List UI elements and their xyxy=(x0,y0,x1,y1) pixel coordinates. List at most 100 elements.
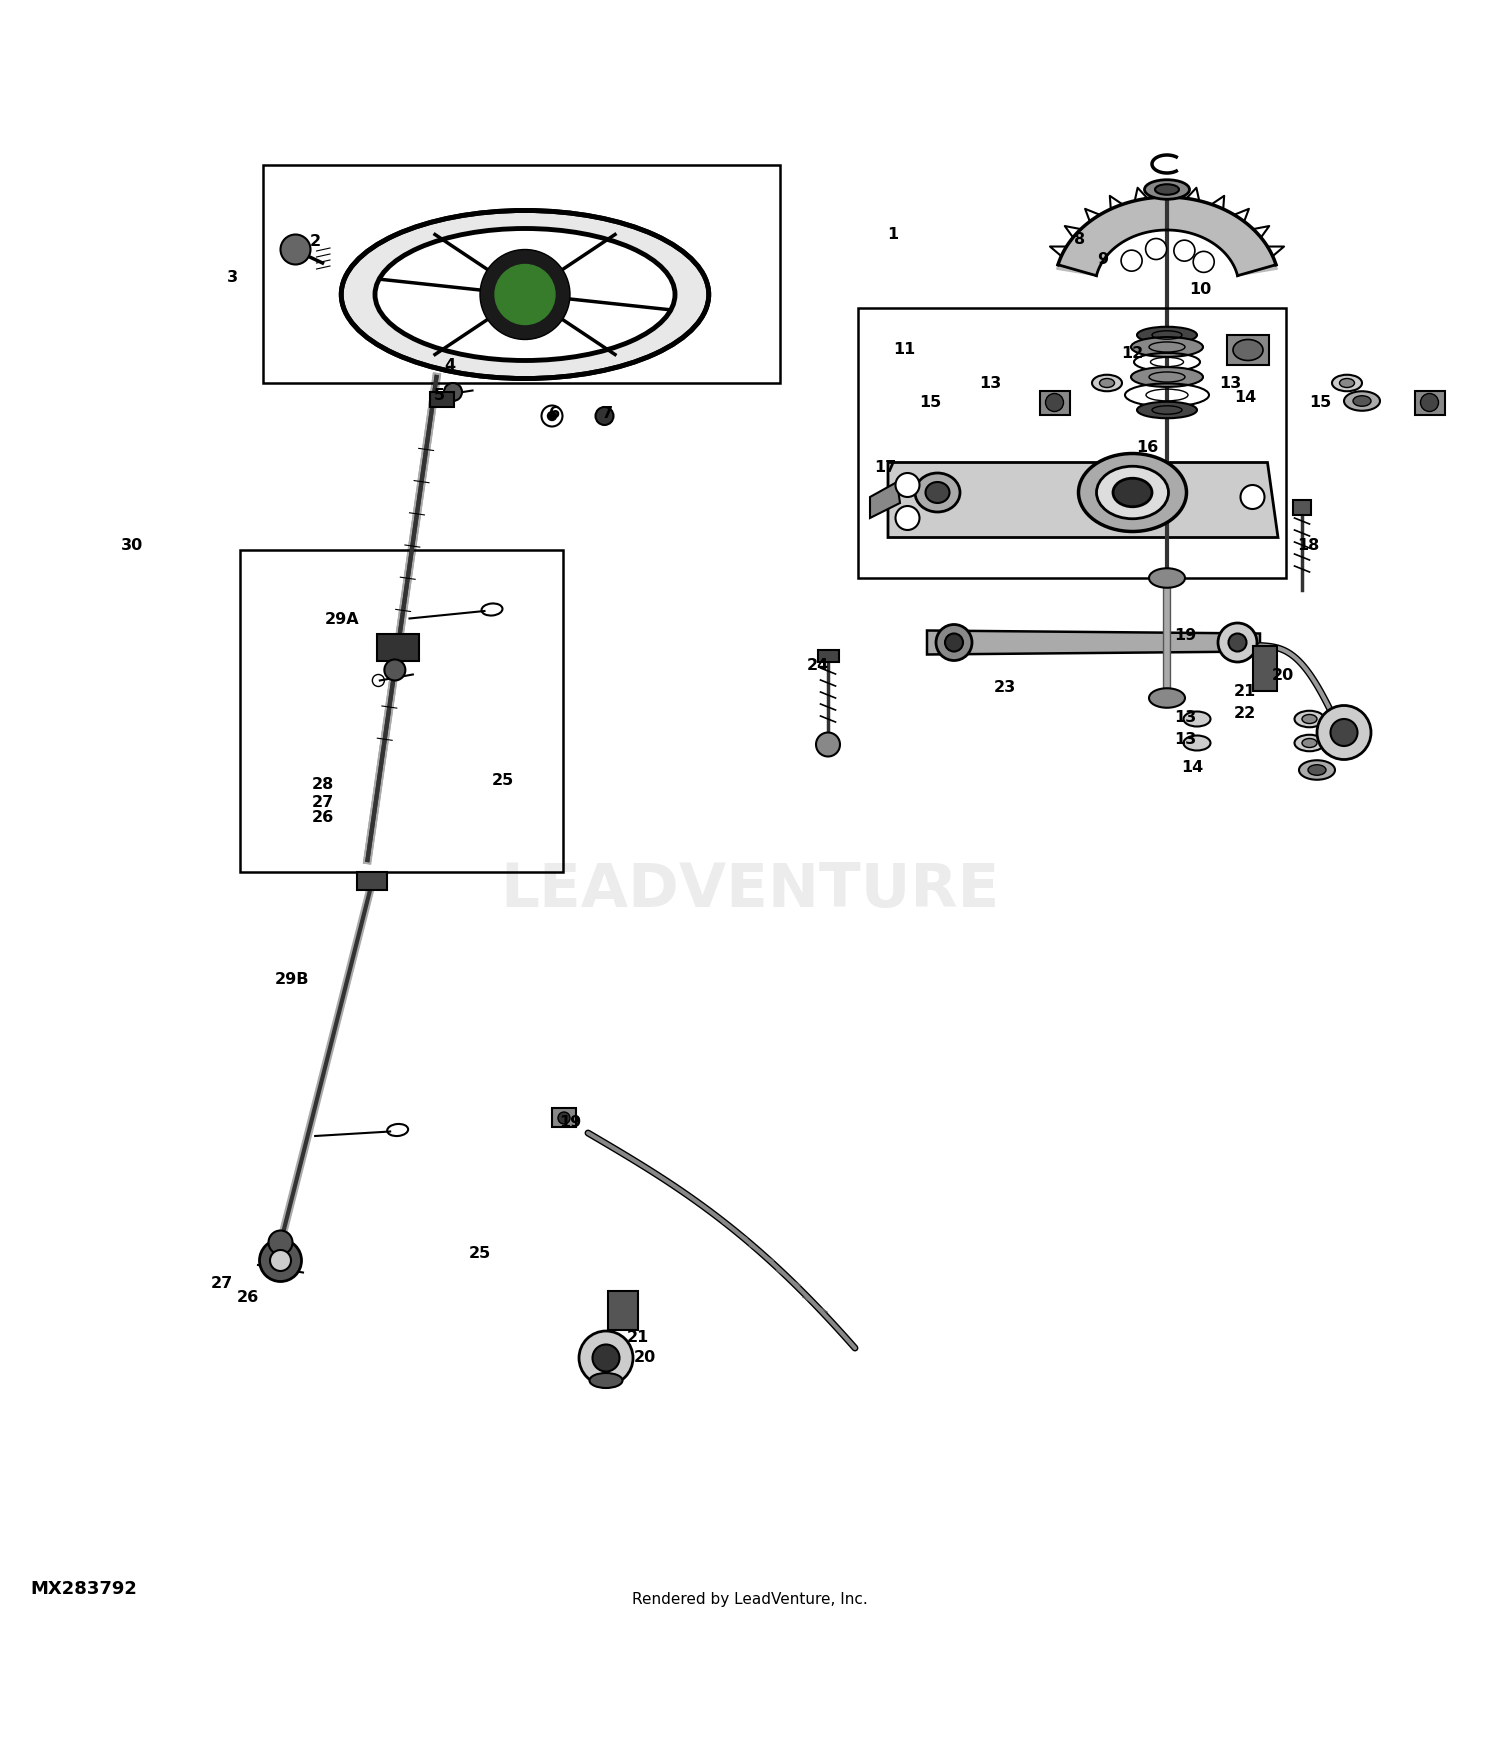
Polygon shape xyxy=(927,630,1260,654)
Text: 29B: 29B xyxy=(276,973,309,987)
Text: 13: 13 xyxy=(1220,376,1240,390)
Text: 25: 25 xyxy=(470,1246,490,1260)
Text: 6: 6 xyxy=(549,406,561,420)
Bar xyxy=(1414,390,1444,415)
Circle shape xyxy=(896,506,920,530)
Text: 15: 15 xyxy=(1310,396,1330,410)
Text: 8: 8 xyxy=(1074,231,1086,247)
Text: 16: 16 xyxy=(1137,439,1158,455)
Circle shape xyxy=(1317,705,1371,760)
Text: 24: 24 xyxy=(807,658,828,672)
Circle shape xyxy=(270,1250,291,1270)
Circle shape xyxy=(1218,623,1257,662)
Circle shape xyxy=(816,733,840,756)
Ellipse shape xyxy=(1233,340,1263,360)
Circle shape xyxy=(1120,250,1142,271)
Bar xyxy=(858,308,1286,578)
Text: 1: 1 xyxy=(886,228,898,242)
Text: 29A: 29A xyxy=(324,612,360,628)
Circle shape xyxy=(480,250,570,340)
Polygon shape xyxy=(1056,198,1278,276)
Ellipse shape xyxy=(1096,466,1168,518)
Bar xyxy=(1227,334,1269,366)
Text: 20: 20 xyxy=(1272,668,1293,682)
Circle shape xyxy=(936,625,972,660)
Ellipse shape xyxy=(1302,714,1317,723)
Circle shape xyxy=(280,234,310,264)
Text: 19: 19 xyxy=(1174,628,1196,642)
Circle shape xyxy=(495,264,555,324)
Ellipse shape xyxy=(1149,569,1185,588)
Text: 13: 13 xyxy=(1174,733,1196,747)
Ellipse shape xyxy=(1294,735,1324,751)
Bar xyxy=(1040,390,1070,415)
Text: 21: 21 xyxy=(1234,684,1256,700)
Text: 20: 20 xyxy=(634,1351,656,1365)
Ellipse shape xyxy=(1353,396,1371,406)
Bar xyxy=(608,1290,638,1330)
Text: 26: 26 xyxy=(237,1290,258,1306)
Bar xyxy=(262,166,780,383)
Text: 14: 14 xyxy=(1234,390,1256,406)
Text: 18: 18 xyxy=(1298,537,1318,553)
Circle shape xyxy=(1192,252,1214,273)
Circle shape xyxy=(596,408,613,425)
Ellipse shape xyxy=(1155,184,1179,194)
Text: 10: 10 xyxy=(1190,282,1210,298)
Text: 13: 13 xyxy=(980,376,1000,390)
Text: 7: 7 xyxy=(602,406,613,420)
Text: Rendered by LeadVenture, Inc.: Rendered by LeadVenture, Inc. xyxy=(632,1592,868,1606)
Bar xyxy=(376,634,419,662)
Circle shape xyxy=(1240,485,1264,509)
Text: 11: 11 xyxy=(894,343,915,357)
Circle shape xyxy=(1046,394,1064,411)
Text: 14: 14 xyxy=(1182,760,1203,775)
Circle shape xyxy=(896,473,920,497)
Text: 12: 12 xyxy=(1122,345,1143,360)
Circle shape xyxy=(1174,240,1196,261)
Circle shape xyxy=(1228,634,1246,651)
Ellipse shape xyxy=(590,1374,622,1388)
Circle shape xyxy=(444,383,462,401)
Text: 28: 28 xyxy=(312,777,333,793)
Circle shape xyxy=(1420,394,1438,411)
Circle shape xyxy=(260,1239,302,1281)
Bar xyxy=(818,649,839,662)
Ellipse shape xyxy=(1113,478,1152,508)
Text: 4: 4 xyxy=(444,357,456,373)
Ellipse shape xyxy=(1137,402,1197,418)
Polygon shape xyxy=(888,462,1278,537)
Circle shape xyxy=(1330,719,1358,746)
Text: 27: 27 xyxy=(312,796,333,810)
Text: 9: 9 xyxy=(1096,252,1108,268)
Ellipse shape xyxy=(915,473,960,513)
Text: 19: 19 xyxy=(560,1115,580,1130)
Text: 17: 17 xyxy=(874,460,896,474)
Ellipse shape xyxy=(1184,735,1210,751)
Circle shape xyxy=(558,1111,570,1124)
Ellipse shape xyxy=(1302,738,1317,747)
Circle shape xyxy=(945,634,963,651)
Text: 2: 2 xyxy=(309,234,321,250)
Text: 15: 15 xyxy=(920,396,940,410)
Text: 21: 21 xyxy=(627,1330,648,1344)
Ellipse shape xyxy=(926,481,950,502)
Bar xyxy=(357,872,387,891)
Ellipse shape xyxy=(1137,327,1197,343)
Circle shape xyxy=(1146,238,1167,259)
Text: MX283792: MX283792 xyxy=(30,1580,136,1598)
Ellipse shape xyxy=(1299,760,1335,780)
Text: 5: 5 xyxy=(433,387,445,402)
Ellipse shape xyxy=(1149,688,1185,707)
Text: 13: 13 xyxy=(1174,710,1196,724)
Ellipse shape xyxy=(1332,374,1362,392)
Ellipse shape xyxy=(1344,392,1380,411)
Ellipse shape xyxy=(1184,712,1210,726)
Bar xyxy=(1293,500,1311,514)
Ellipse shape xyxy=(1308,765,1326,775)
Ellipse shape xyxy=(1131,368,1203,387)
Text: 27: 27 xyxy=(211,1276,232,1290)
Circle shape xyxy=(592,1344,619,1372)
Ellipse shape xyxy=(375,229,675,360)
Bar xyxy=(552,1108,576,1127)
